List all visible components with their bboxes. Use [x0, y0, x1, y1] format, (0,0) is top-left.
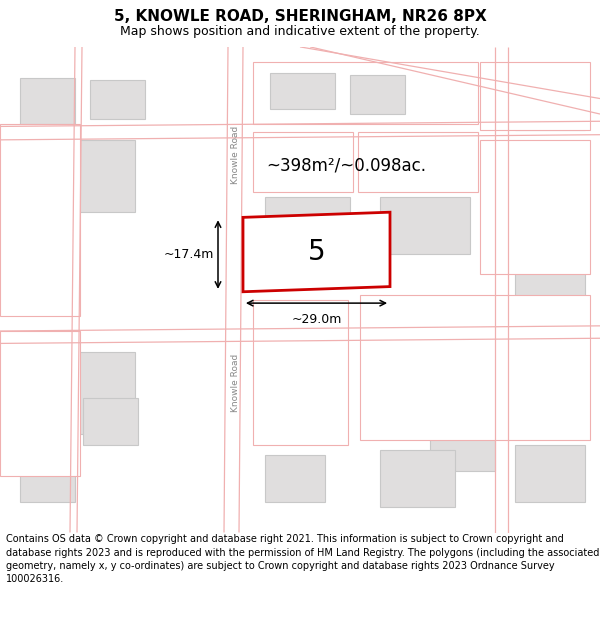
Bar	[465, 352, 520, 429]
Bar	[515, 346, 585, 429]
Bar	[375, 362, 450, 429]
Bar	[0, 124, 80, 316]
Bar	[380, 450, 455, 507]
Text: 5, KNOWLE ROAD, SHERINGHAM, NR26 8PX: 5, KNOWLE ROAD, SHERINGHAM, NR26 8PX	[113, 9, 487, 24]
Text: ~17.4m: ~17.4m	[164, 248, 214, 261]
Bar	[270, 72, 335, 109]
Bar	[515, 444, 585, 501]
Bar	[253, 62, 478, 124]
Text: Contains OS data © Crown copyright and database right 2021. This information is : Contains OS data © Crown copyright and d…	[6, 534, 599, 584]
Bar	[350, 75, 405, 114]
Bar	[20, 78, 75, 124]
Bar	[515, 254, 585, 316]
Text: Map shows position and indicative extent of the property.: Map shows position and indicative extent…	[120, 24, 480, 38]
Text: Knowle Road: Knowle Road	[232, 354, 241, 412]
Bar	[20, 352, 135, 434]
Bar	[265, 197, 350, 238]
Bar	[253, 132, 353, 191]
Bar	[20, 228, 75, 284]
Text: Knowle Road: Knowle Road	[232, 126, 241, 184]
Bar	[20, 140, 135, 212]
Bar	[265, 455, 325, 501]
Polygon shape	[243, 213, 390, 292]
Text: ~398m²/~0.098ac.: ~398m²/~0.098ac.	[266, 157, 427, 175]
Bar	[90, 80, 145, 119]
Bar	[515, 145, 585, 233]
Bar	[358, 132, 478, 191]
Bar	[265, 362, 345, 439]
Bar	[430, 388, 495, 471]
Text: ~29.0m: ~29.0m	[292, 314, 341, 326]
Bar	[480, 62, 590, 129]
Bar	[380, 197, 470, 254]
Bar	[20, 450, 75, 501]
Bar	[515, 68, 585, 129]
Bar	[253, 300, 348, 444]
Bar	[83, 398, 138, 444]
Bar	[480, 140, 590, 274]
Bar	[360, 295, 590, 439]
Bar	[0, 331, 80, 476]
Text: 5: 5	[308, 238, 325, 266]
